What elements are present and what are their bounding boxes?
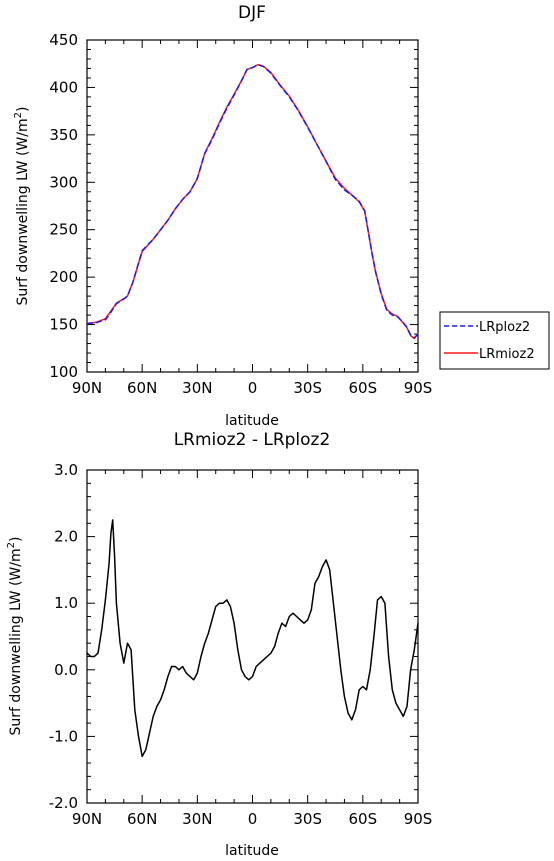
top-y-label-main: Surf downwelling LW (W/m bbox=[15, 118, 31, 305]
legend-box bbox=[439, 311, 550, 370]
bottom-y-tick-label: 3.0 bbox=[54, 461, 78, 479]
top-y-tick-label: 250 bbox=[49, 221, 78, 239]
top-y-tick-label: 150 bbox=[49, 316, 78, 334]
bottom-x-tick-label: 0 bbox=[248, 810, 258, 828]
bottom-x-tick-label: 30S bbox=[293, 810, 322, 828]
legend-label-ploz2: LRploz2 bbox=[479, 320, 530, 335]
bottom-series-group bbox=[86, 519, 419, 758]
bottom-y-label-sup: 2 bbox=[6, 542, 17, 548]
bottom-y-axis-label: Surf downwelling LW (W/m2) bbox=[6, 537, 24, 736]
bottom-y-tick-label: 1.0 bbox=[54, 594, 78, 612]
legend-label-mioz2: LRmioz2 bbox=[479, 347, 535, 362]
bottom-y-label-end: ) bbox=[8, 537, 24, 542]
top-x-tick-label: 0 bbox=[248, 379, 258, 397]
top-y-tick-label: 200 bbox=[49, 268, 78, 286]
top-x-tick-label: 30N bbox=[182, 379, 212, 397]
bottom-ticks bbox=[86, 469, 419, 804]
top-series-line-lrploz2 bbox=[86, 63, 419, 339]
top-y-axis-label: Surf downwelling LW (W/m2) bbox=[13, 107, 31, 306]
top-ticks bbox=[86, 39, 419, 373]
top-y-tick-label: 300 bbox=[49, 173, 78, 191]
bottom-y-tick-label: -2.0 bbox=[49, 794, 78, 812]
top-y-tick-label: 100 bbox=[49, 363, 78, 381]
top-x-tick-label: 90N bbox=[72, 379, 102, 397]
top-y-tick-label: 350 bbox=[49, 126, 78, 144]
top-panel: DJF 100 150 200 250 300 350 400 450 90N 60N 30N 0 3… bbox=[13, 3, 550, 429]
top-legend: LRploz2 LRmioz2 bbox=[439, 311, 550, 370]
top-x-tick-label: 60S bbox=[349, 379, 378, 397]
top-series-group bbox=[86, 63, 419, 340]
bottom-x-axis-label: latitude bbox=[225, 843, 279, 859]
bottom-x-tick-label: 90S bbox=[404, 810, 433, 828]
top-y-label-sup: 2 bbox=[13, 112, 24, 118]
bottom-x-tick-labels: 90N 60N 30N 0 30S 60S 90S bbox=[72, 810, 432, 828]
bottom-plot-frame bbox=[86, 469, 419, 804]
top-series-line-lrmioz2 bbox=[86, 63, 419, 340]
bottom-y-tick-label: -1.0 bbox=[49, 727, 78, 745]
bottom-x-tick-label: 60S bbox=[349, 810, 378, 828]
bottom-x-tick-label: 90N bbox=[72, 810, 102, 828]
bottom-chart-title: LRmioz2 - LRploz2 bbox=[174, 430, 331, 450]
bottom-x-tick-label: 60N bbox=[127, 810, 157, 828]
top-x-tick-label: 30S bbox=[293, 379, 322, 397]
bottom-y-label-main: Surf downwelling LW (W/m bbox=[8, 548, 24, 735]
top-plot-frame bbox=[86, 39, 419, 373]
top-x-tick-label: 60N bbox=[127, 379, 157, 397]
top-y-tick-label: 450 bbox=[49, 31, 78, 49]
bottom-y-tick-labels: -2.0 -1.0 0.0 1.0 2.0 3.0 bbox=[49, 461, 78, 812]
bottom-y-tick-label: 2.0 bbox=[54, 528, 78, 546]
top-x-tick-label: 90S bbox=[404, 379, 433, 397]
top-y-label-end: ) bbox=[15, 107, 31, 112]
top-y-tick-label: 400 bbox=[49, 78, 78, 96]
top-x-tick-labels: 90N 60N 30N 0 30S 60S 90S bbox=[72, 379, 432, 397]
top-x-axis-label: latitude bbox=[225, 413, 279, 429]
bottom-series-line-difference bbox=[86, 519, 419, 758]
top-y-tick-labels: 100 150 200 250 300 350 400 450 bbox=[49, 31, 78, 381]
bottom-panel: LRmioz2 - LRploz2 -2.0 -1.0 0.0 1.0 2.0 3.0 9… bbox=[6, 430, 432, 859]
bottom-y-tick-label: 0.0 bbox=[54, 661, 78, 679]
top-chart-title: DJF bbox=[238, 3, 266, 23]
bottom-x-tick-label: 30N bbox=[182, 810, 212, 828]
